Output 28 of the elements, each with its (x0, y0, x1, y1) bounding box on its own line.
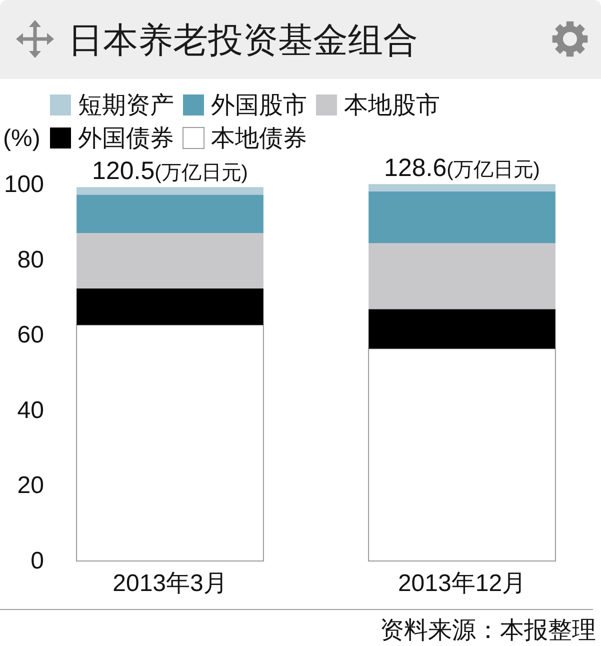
bar (368, 348, 556, 562)
bar (368, 191, 556, 244)
y-tick-label: 40 (17, 396, 44, 424)
bar (76, 288, 264, 325)
bar (76, 194, 264, 234)
bar (76, 324, 264, 562)
y-tick-label: 100 (4, 171, 44, 198)
legend-label: 短期资产 (78, 92, 174, 118)
y-axis-title: (%) (3, 124, 40, 152)
legend-label: 本地股市 (344, 92, 440, 118)
legend-label: 本地债券 (211, 124, 307, 152)
text: 资料来源：本报整理 (380, 617, 596, 644)
x-tick-label: 2013年12月 (398, 570, 526, 597)
y-tick-label: 0 (30, 548, 44, 574)
chart-title: 日本养老投资基金组合 (68, 21, 418, 60)
bar (76, 187, 264, 195)
bar (368, 243, 556, 310)
x-tick-label: 2013年3月 (112, 570, 228, 597)
bar (368, 184, 556, 192)
y-tick-label: 80 (17, 246, 44, 274)
y-tick-label: 60 (17, 322, 44, 349)
annotation: 120.5(万亿日元) (92, 157, 248, 186)
bar (76, 233, 264, 288)
bar (368, 309, 556, 349)
annotation: 128.6(万亿日元) (384, 154, 540, 182)
y-tick-label: 20 (17, 472, 44, 500)
legend-label: 外国股市 (211, 92, 307, 118)
legend-label: 外国债券 (78, 124, 174, 152)
